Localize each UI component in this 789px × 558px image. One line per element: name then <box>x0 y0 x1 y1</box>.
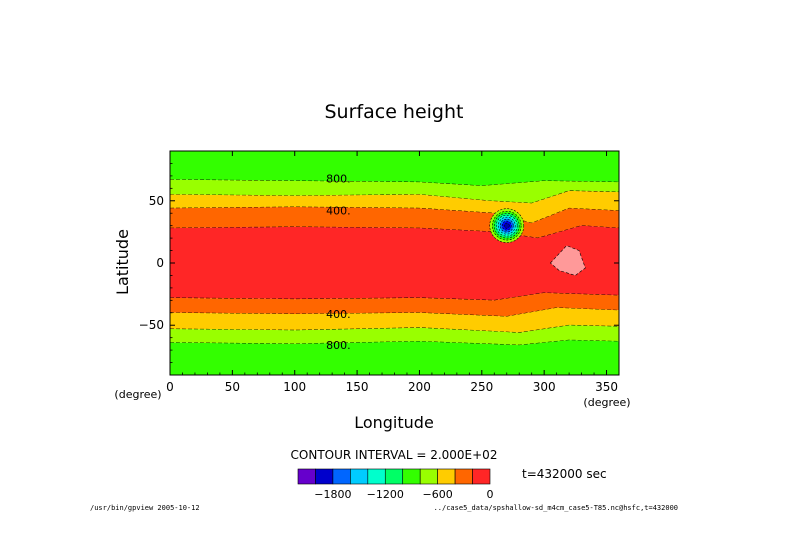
colorbar-swatch-1 <box>315 468 334 485</box>
x-tick-label: 200 <box>408 380 431 394</box>
footer-right: ../case5_data/spshallow-sd_m4cm_case5-T8… <box>434 504 678 512</box>
y-axis-label: Latitude <box>113 229 132 295</box>
y-tick-label: −50 <box>139 318 164 332</box>
contour-band-zonal-north-outer <box>170 151 619 186</box>
contour-label-1: 400. <box>326 205 351 218</box>
chart-title: Surface height <box>325 101 464 123</box>
y-axis-unit: (degree) <box>114 388 161 401</box>
contour-band-zonal-south-outer <box>170 340 619 375</box>
axes: 0 50 100 150 200 250 300 350 −50 0 50 <box>139 150 620 394</box>
contour-band-equatorial-red <box>170 225 619 301</box>
x-tick-label: 50 <box>225 380 240 394</box>
colorbar-swatch-7 <box>419 468 438 485</box>
colorbar-tick-label: −1200 <box>367 488 404 501</box>
colorbar-swatch-10 <box>472 468 491 485</box>
x-tick-label: 300 <box>533 380 556 394</box>
colorbar-swatch-6 <box>402 468 421 485</box>
colorbar-swatch-0 <box>297 468 316 485</box>
contour-label-3: 800. <box>326 339 351 352</box>
colorbar-swatch-9 <box>454 468 473 485</box>
footer-left: /usr/bin/gpview 2005-10-12 <box>90 504 200 512</box>
contour-band-zonal-north-mid <box>170 179 619 204</box>
contour-band-zonal-south-yellow <box>170 307 619 333</box>
colorbar-swatch-3 <box>350 468 369 485</box>
colorbar-swatch-8 <box>437 468 456 485</box>
contour-interval-label: CONTOUR INTERVAL = 2.000E+02 <box>291 448 498 462</box>
vortex-ring-7 <box>503 222 510 229</box>
time-label: t=432000 sec <box>522 467 607 481</box>
x-tick-label: 150 <box>346 380 369 394</box>
contour-label-0: 800. <box>326 172 351 185</box>
colorbar-tick-label: −1800 <box>314 488 351 501</box>
colorbar: −1800 −1200 −600 0 <box>297 468 494 501</box>
contour-high-blob <box>549 245 586 276</box>
colorbar-tick-label: −600 <box>423 488 453 501</box>
y-tick-label: 0 <box>156 256 164 270</box>
contour-band-zonal-south-mid <box>170 325 619 346</box>
x-tick-label: 250 <box>470 380 493 394</box>
colorbar-swatch-2 <box>332 468 351 485</box>
colorbar-swatch-5 <box>384 468 404 485</box>
colorbar-swatch-4 <box>367 468 386 485</box>
x-tick-label: 100 <box>283 380 306 394</box>
x-axis-unit: (degree) <box>583 396 630 409</box>
x-tick-label: 0 <box>166 380 174 394</box>
x-axis-label: Longitude <box>354 413 434 432</box>
contour-plot-area: 800. 400. 400. 800. <box>170 151 619 375</box>
y-tick-label: 50 <box>149 194 164 208</box>
x-tick-label: 350 <box>595 380 618 394</box>
contour-band-zonal-south-orange <box>170 292 619 317</box>
contour-line-zonal-north-yellow <box>170 206 619 224</box>
contour-label-2: 400. <box>326 308 351 321</box>
colorbar-tick-label: 0 <box>487 488 494 501</box>
